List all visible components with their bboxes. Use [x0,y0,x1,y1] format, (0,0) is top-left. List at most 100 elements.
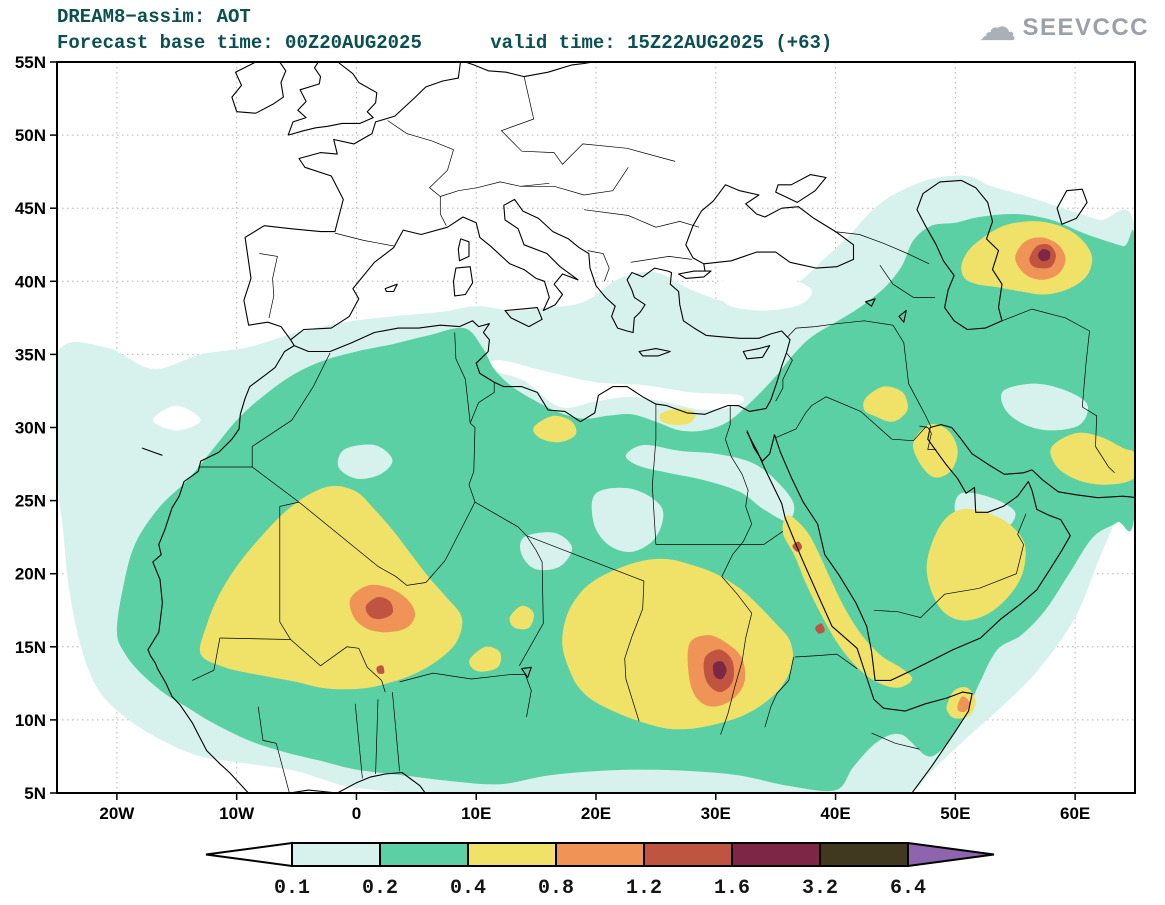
forecast-time-subtitle: Forecast base time: 00Z20AUG2025 valid t… [57,32,833,54]
colorbar-segment [555,842,645,867]
coastline-sardinia [452,266,474,297]
coastline-mediterranean [290,198,791,423]
country-border [251,352,331,467]
country-border [192,637,221,681]
colorbar-value-label: 0.2 [362,877,398,900]
country-border [377,560,446,586]
y-tick-label: 35N [15,345,46,364]
contour-aot-ge-1.2 [815,623,825,634]
country-border [518,535,544,666]
coastline-aral-sea [1056,188,1088,225]
x-tick-label: 10W [219,804,255,823]
x-tick-label: 0 [352,804,361,823]
country-border [651,404,657,545]
coastline-caspian-sea [916,179,1003,331]
contour-aot-ge-1.2 [365,596,394,620]
colorbar-segment [819,842,909,867]
coastline-lake-van [864,298,876,307]
x-tick-label: 20W [99,804,135,823]
contour-aot-ge-0.4 [926,508,1026,621]
colorbar-value-label: 1.6 [714,877,750,900]
logo-text: SEEVCCC [1022,14,1149,41]
coastline-lake-chad [521,666,532,679]
colorbar-segment [467,842,557,867]
coastline-marmara-sea [678,270,712,279]
contour-aot-ge-0.4 [509,605,534,630]
coastline-iberia-france [243,62,462,341]
colorbar-value-label: 0.4 [450,877,486,900]
colorbar-segment [379,842,469,867]
country-border [919,425,937,450]
y-tick-label: 15N [15,638,46,657]
country-border [892,325,932,428]
country-border [1081,330,1115,474]
contour-pale-patches [337,444,393,480]
coastline-sicily [504,307,543,328]
contour-aot-ge-1.6 [712,661,727,680]
country-border [764,656,794,728]
country-border [375,699,379,775]
cloud-icon: ☁ [978,7,1017,49]
country-border [794,653,858,669]
y-tick-label: 20N [15,565,46,584]
contour-aot-ge-1.2 [376,665,385,674]
map-plot-area [57,62,1135,793]
river-nile [720,405,753,735]
contour-aot-ge-0.8 [957,696,970,713]
coastline-black-sea [685,184,855,269]
contour-aot-ge-0.4 [199,485,463,690]
coastline-ireland-east [236,62,287,114]
x-tick-label: 50E [940,804,970,823]
country-border [587,250,610,282]
country-border [775,352,793,402]
contour-aot-ge-0.4 [533,415,577,443]
country-border [834,231,930,265]
country-border [219,501,300,640]
coastline-west-africa [147,345,426,793]
coastline-corsica [457,238,470,262]
country-border [290,639,386,693]
colorbar-value-label: 3.2 [802,877,838,900]
country-border [630,256,692,263]
contour-aot-ge-0.4 [469,646,502,672]
x-tick-label: 40E [820,804,850,823]
colorbar-value-label: 0.1 [274,877,310,900]
x-tick-label: 30E [701,804,731,823]
y-tick-label: 30N [15,419,46,438]
y-tick-label: 55N [15,53,46,72]
coastline-baltic-coast [463,62,597,78]
country-border [454,332,471,424]
colorbar-left-arrow [205,841,293,868]
coastline-lake-urmia [898,309,907,323]
coastline-majorca [384,283,398,293]
page-title: DREAM8−assim: AOT [57,6,251,28]
country-border [871,732,920,750]
contour-pale-patches [591,487,664,553]
x-tick-label: 10E [461,804,491,823]
country-border [399,672,532,718]
y-tick-label: 50N [15,126,46,145]
colorbar-value-label: 0.8 [538,877,574,900]
colorbar-value-label: 1.2 [626,877,662,900]
coastline-ireland-west [231,62,257,112]
colorbar-right-arrow [907,841,995,868]
seevccc-logo: ☁ SEEVCCC [978,8,1149,48]
country-border [500,76,676,165]
colorbar-segment [291,842,381,867]
coastline-britain-west [287,62,322,136]
coastline-azov-sea [775,174,827,203]
y-tick-label: 10N [15,711,46,730]
contour-aot-ge-1.6 [1037,249,1051,262]
contour-pale-patches [520,532,573,571]
country-border [387,120,454,226]
x-tick-label: 20E [581,804,611,823]
coastline-cyprus [742,345,771,360]
country-border [334,232,395,247]
coastline-crete [638,348,671,357]
country-border [775,396,927,442]
country-border [444,382,495,561]
colorbar: 0.1 0.2 0.4 0.8 1.2 1.6 3.2 6.4 [205,841,995,900]
contour-white-holes [486,360,744,411]
